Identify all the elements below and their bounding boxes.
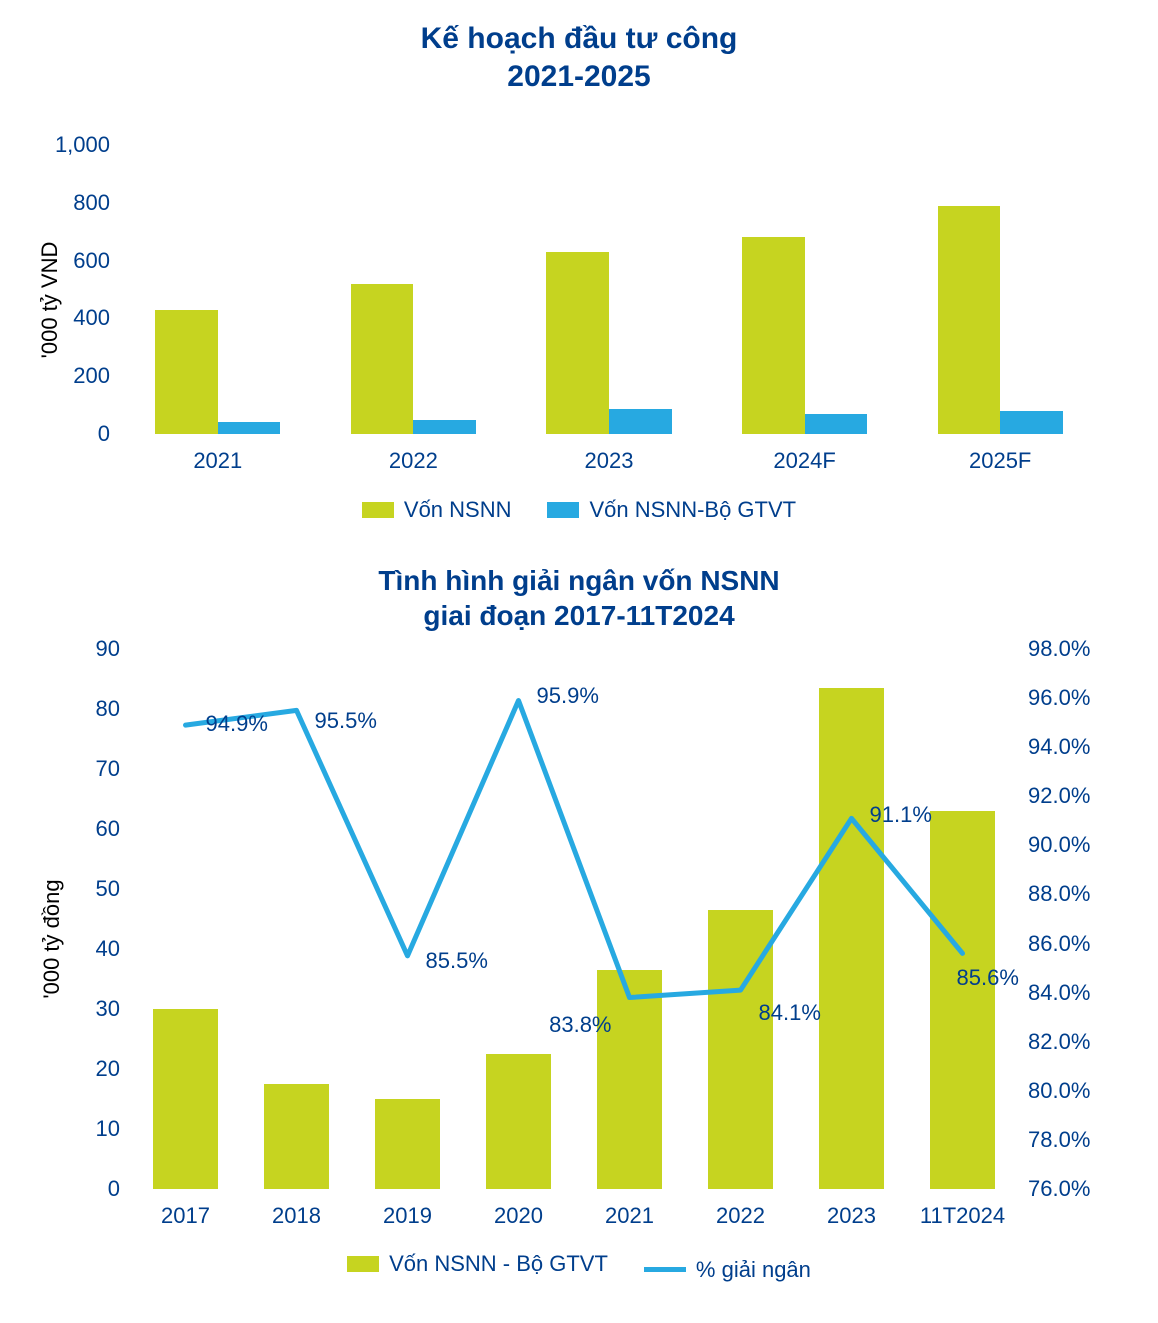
y-tick-label-right: 84.0% <box>1028 980 1118 1006</box>
chart-2-y-axis-label-left: '000 tỷ đồng <box>39 879 65 998</box>
legend-label: Vốn NSNN <box>404 497 512 523</box>
y-tick-label: 200 <box>50 363 110 389</box>
legend-swatch-line <box>644 1267 686 1272</box>
line-data-label: 85.6% <box>957 965 1019 991</box>
y-tick-label: 400 <box>50 305 110 331</box>
y-tick-label-left: 50 <box>70 876 120 902</box>
y-tick-label-left: 60 <box>70 816 120 842</box>
chart-2-legend: Vốn NSNN - Bộ GTVT % giải ngân <box>30 1251 1128 1283</box>
x-tick-label: 2017 <box>161 1203 210 1229</box>
x-tick-label: 11T2024 <box>920 1203 1005 1229</box>
legend-label: Vốn NSNN - Bộ GTVT <box>389 1251 608 1277</box>
chart-2-title: Tình hình giải ngân vốn NSNN giai đoạn 2… <box>30 563 1128 633</box>
line-data-label: 95.9% <box>537 683 599 709</box>
chart-1: Kế hoạch đầu tư công 2021-2025 '000 tỷ V… <box>30 20 1128 523</box>
bar <box>805 414 868 434</box>
y-tick-label-right: 86.0% <box>1028 931 1118 957</box>
x-tick-label: 2018 <box>272 1203 321 1229</box>
bar <box>1000 411 1063 434</box>
chart-2-title-line1: Tình hình giải ngân vốn NSNN <box>30 563 1128 598</box>
y-tick-label: 0 <box>50 421 110 447</box>
y-tick-label-right: 94.0% <box>1028 734 1118 760</box>
x-tick-label: 2022 <box>716 1203 765 1229</box>
legend-label: Vốn NSNN-Bộ GTVT <box>589 497 796 523</box>
line-data-label: 91.1% <box>870 802 932 828</box>
chart-1-legend: Vốn NSNN Vốn NSNN-Bộ GTVT <box>30 497 1128 523</box>
y-tick-label-left: 90 <box>70 636 120 662</box>
x-tick-label: 2024F <box>773 448 835 474</box>
legend-item: % giải ngân <box>644 1257 811 1283</box>
x-tick-label: 2025F <box>969 448 1031 474</box>
chart-2: Tình hình giải ngân vốn NSNN giai đoạn 2… <box>30 563 1128 1283</box>
x-tick-label: 2019 <box>383 1203 432 1229</box>
line-data-label: 94.9% <box>206 711 268 737</box>
chart-2-title-line2: giai đoạn 2017-11T2024 <box>30 598 1128 633</box>
x-tick-label: 2023 <box>827 1203 876 1229</box>
y-tick-label-right: 98.0% <box>1028 636 1118 662</box>
x-tick-label: 2021 <box>193 448 242 474</box>
x-tick-label: 2022 <box>389 448 438 474</box>
chart-1-area: '000 tỷ VND 02004006008001,0002021202220… <box>120 115 1098 485</box>
y-tick-label: 800 <box>50 190 110 216</box>
line-data-label: 95.5% <box>315 708 377 734</box>
line-data-label: 83.8% <box>549 1012 611 1038</box>
x-tick-label: 2021 <box>605 1203 654 1229</box>
y-tick-label-right: 88.0% <box>1028 881 1118 907</box>
line-data-label: 85.5% <box>426 948 488 974</box>
bar <box>351 284 414 434</box>
y-tick-label-right: 82.0% <box>1028 1029 1118 1055</box>
chart-1-title-line1: Kế hoạch đầu tư công <box>30 20 1128 58</box>
y-tick-label-right: 78.0% <box>1028 1127 1118 1153</box>
line-data-label: 84.1% <box>759 1000 821 1026</box>
bar <box>155 310 218 434</box>
x-tick-label: 2020 <box>494 1203 543 1229</box>
y-tick-label-left: 20 <box>70 1056 120 1082</box>
legend-swatch <box>547 502 579 518</box>
chart-2-area: '000 tỷ đồng 010203040506070809076.0%78.… <box>130 639 1018 1239</box>
legend-item: Vốn NSNN - Bộ GTVT <box>347 1251 608 1277</box>
y-tick-label: 600 <box>50 248 110 274</box>
y-tick-label-right: 92.0% <box>1028 783 1118 809</box>
y-tick-label-left: 10 <box>70 1116 120 1142</box>
bar <box>218 422 281 434</box>
y-tick-label-right: 80.0% <box>1028 1078 1118 1104</box>
bar <box>609 409 672 434</box>
y-tick-label-left: 30 <box>70 996 120 1022</box>
chart-1-title-line2: 2021-2025 <box>30 58 1128 96</box>
legend-item: Vốn NSNN <box>362 497 512 523</box>
y-tick-label-right: 76.0% <box>1028 1176 1118 1202</box>
y-tick-label-left: 70 <box>70 756 120 782</box>
y-tick-label-right: 90.0% <box>1028 832 1118 858</box>
bar <box>742 237 805 434</box>
y-tick-label-left: 40 <box>70 936 120 962</box>
bar <box>546 252 609 434</box>
y-tick-label-left: 0 <box>70 1176 120 1202</box>
legend-swatch <box>362 502 394 518</box>
bar <box>938 206 1001 434</box>
y-tick-label-right: 96.0% <box>1028 685 1118 711</box>
y-tick-label: 1,000 <box>50 132 110 158</box>
legend-swatch <box>347 1256 379 1272</box>
bar <box>413 420 476 434</box>
x-tick-label: 2023 <box>585 448 634 474</box>
chart-1-plot: 02004006008001,0002021202220232024F2025F <box>120 145 1098 434</box>
legend-label: % giải ngân <box>696 1257 811 1283</box>
chart-1-title: Kế hoạch đầu tư công 2021-2025 <box>30 20 1128 95</box>
y-tick-label-left: 80 <box>70 696 120 722</box>
chart-2-plot: 010203040506070809076.0%78.0%80.0%82.0%8… <box>130 649 1018 1189</box>
legend-item: Vốn NSNN-Bộ GTVT <box>547 497 796 523</box>
